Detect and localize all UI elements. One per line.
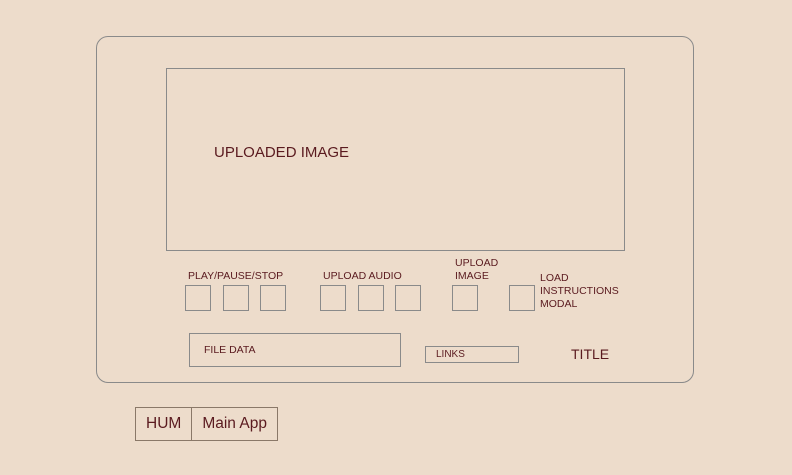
tab-main-app[interactable]: Main App [191,408,277,440]
app-frame [96,36,694,383]
links-label: LINKS [436,349,465,360]
load-instructions-label: LOAD INSTRUCTIONS MODAL [540,272,619,311]
upload-audio-button-2[interactable] [358,285,384,311]
load-instructions-label-line2: INSTRUCTIONS [540,285,619,297]
uploaded-image-label: UPLOADED IMAGE [214,144,350,161]
load-instructions-label-line1: LOAD [540,272,569,284]
stop-button[interactable] [260,285,286,311]
title-label: TITLE [571,346,610,362]
file-data-label: FILE DATA [204,344,256,356]
play-button[interactable] [185,285,211,311]
pause-button[interactable] [223,285,249,311]
upload-image-label-line1: UPLOAD [455,257,499,269]
upload-image-label: UPLOAD IMAGE [455,257,498,283]
upload-audio-button-1[interactable] [320,285,346,311]
uploaded-image-area [166,68,625,251]
tab-bar: HUM Main App [135,407,278,441]
links-box[interactable]: LINKS [425,346,519,363]
playback-controls-label: PLAY/PAUSE/STOP [188,270,284,282]
load-instructions-label-line3: MODAL [540,298,578,310]
upload-audio-label: UPLOAD AUDIO [323,270,402,282]
tab-hum[interactable]: HUM [146,415,182,432]
upload-audio-button-3[interactable] [395,285,421,311]
file-data-panel: FILE DATA [189,333,401,367]
load-instructions-button[interactable] [509,285,535,311]
upload-image-button[interactable] [452,285,478,311]
upload-image-label-line2: IMAGE [455,270,489,282]
